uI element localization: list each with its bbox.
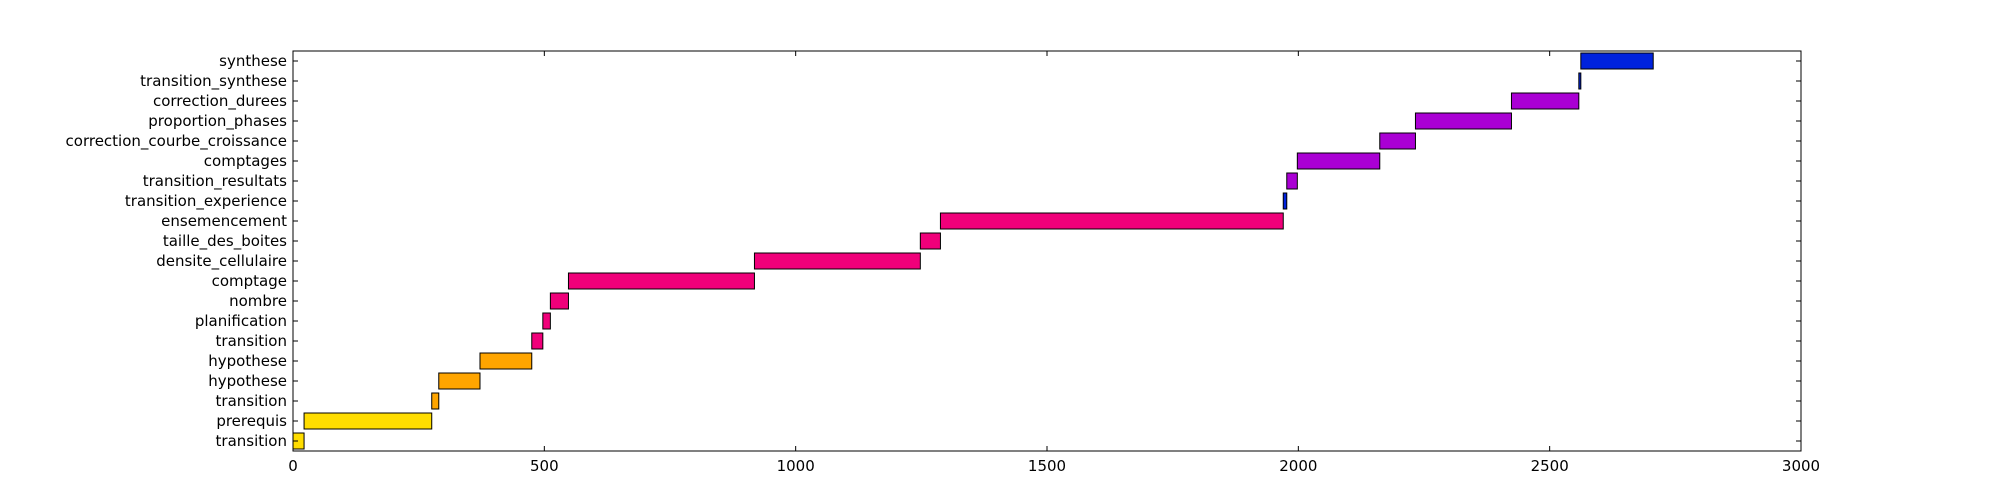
bar-19 <box>1580 52 1654 70</box>
y-tick-label-17: correction_durees <box>153 92 287 111</box>
bar-15 <box>1379 132 1416 150</box>
y-tick-label-12: transition_experience <box>125 192 287 211</box>
x-tick-label-0: 0 <box>288 457 298 475</box>
bar-17 <box>1510 92 1580 110</box>
y-tick-label-7: nombre <box>229 292 287 310</box>
bar-9 <box>753 252 921 270</box>
y-tick-label-2: transition <box>216 392 287 410</box>
y-tick-label-0: transition <box>216 432 287 450</box>
y-tick-label-14: comptages <box>204 152 287 170</box>
bar-6 <box>542 312 551 330</box>
y-tick-label-15: correction_courbe_croissance <box>66 132 287 151</box>
bar-10 <box>919 232 941 250</box>
bar-11 <box>939 212 1284 230</box>
bar-1 <box>303 412 433 430</box>
bar-2 <box>431 392 440 410</box>
bars-layer <box>292 52 1654 450</box>
bar-3 <box>438 372 481 390</box>
bar-8 <box>567 272 755 290</box>
bar-5 <box>531 332 544 350</box>
bar-13 <box>1286 172 1298 190</box>
x-tick-label-3: 1500 <box>1028 457 1066 475</box>
y-tick-label-18: transition_synthese <box>140 72 287 91</box>
y-tick-label-9: densite_cellulaire <box>156 252 287 271</box>
ticks-layer <box>292 51 1802 451</box>
bar-14 <box>1296 152 1381 170</box>
y-tick-label-4: hypothese <box>208 352 287 370</box>
bar-4 <box>479 352 533 370</box>
y-tick-label-1: prerequis <box>216 412 287 430</box>
bar-12 <box>1282 192 1288 210</box>
x-tick-label-5: 2500 <box>1531 457 1569 475</box>
y-tick-label-11: ensemencement <box>161 212 287 230</box>
bar-7 <box>549 292 569 310</box>
x-tick-label-1: 500 <box>530 457 559 475</box>
y-tick-label-13: transition_resultats <box>143 172 287 191</box>
bar-16 <box>1414 112 1512 130</box>
bar-18 <box>1578 72 1582 90</box>
x-tick-label-6: 3000 <box>1782 457 1820 475</box>
y-tick-label-5: transition <box>216 332 287 350</box>
x-tick-label-2: 1000 <box>777 457 815 475</box>
y-tick-label-6: planification <box>195 312 287 330</box>
y-tick-label-3: hypothese <box>208 372 287 390</box>
plot-frame <box>292 50 1802 452</box>
y-tick-label-16: proportion_phases <box>148 112 287 131</box>
x-tick-label-4: 2000 <box>1279 457 1317 475</box>
labels-layer: transition prerequis transition hypothese hy… <box>66 52 1821 475</box>
y-tick-label-19: synthese <box>219 52 287 70</box>
y-tick-label-8: comptage <box>212 272 287 290</box>
y-tick-label-10: taille_des_boites <box>163 232 287 251</box>
